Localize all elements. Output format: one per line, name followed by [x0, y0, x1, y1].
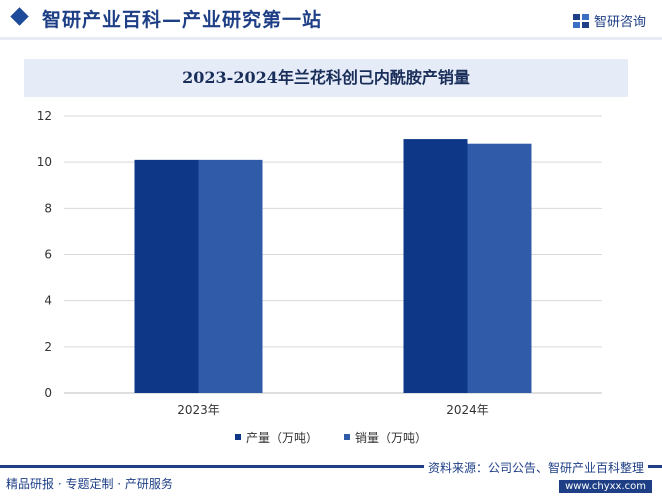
- footer-services: 精品研报 · 专题定制 · 产研服务: [6, 477, 173, 491]
- brand[interactable]: 智研咨询: [572, 11, 646, 30]
- data-source: 资料来源：公司公告、智研产业百科整理: [423, 459, 648, 476]
- site-title: 智研产业百科—产业研究第一站: [42, 9, 323, 31]
- footer-url[interactable]: www.chyxx.com: [559, 480, 652, 493]
- x-tick-label: 2024年: [446, 403, 489, 417]
- header-divider: [0, 37, 662, 40]
- x-tick-label: 2023年: [177, 403, 220, 417]
- y-tick-label: 0: [44, 386, 52, 400]
- legend-label-sales: 销量（万吨）: [355, 430, 428, 445]
- y-tick-label: 10: [37, 155, 52, 169]
- footer-divider: [0, 465, 662, 468]
- brand-logo-icon: [572, 13, 589, 28]
- bar-production-0: [134, 159, 199, 393]
- legend-item-production[interactable]: 产量（万吨）: [234, 429, 318, 446]
- bar-production-1: [403, 139, 468, 393]
- chart-title: 2023-2024年兰花科创己内酰胺产销量: [182, 68, 470, 87]
- bar-sales-0: [198, 159, 263, 393]
- y-tick-label: 6: [44, 248, 52, 262]
- y-tick-label: 8: [44, 201, 52, 215]
- y-tick-label: 12: [37, 109, 52, 123]
- bar-chart: 0 2 4 6 8 10 12 2023年 2024年: [37, 109, 602, 417]
- legend-swatch-sales: [344, 434, 350, 440]
- legend-swatch-production: [234, 434, 241, 440]
- legend-item-sales[interactable]: 销量（万吨）: [344, 429, 427, 446]
- legend: 产量（万吨） 销量（万吨）: [0, 428, 662, 446]
- header: 智研产业百科—产业研究第一站 智研咨询: [0, 0, 662, 40]
- y-tick-label: 4: [44, 294, 52, 308]
- chart-title-band: 2023-2024年兰花科创己内酰胺产销量: [24, 59, 628, 97]
- legend-label-production: 产量（万吨）: [245, 430, 318, 445]
- y-tick-label: 2: [44, 340, 52, 354]
- bar-sales-1: [467, 143, 532, 393]
- brand-name: 智研咨询: [593, 15, 646, 30]
